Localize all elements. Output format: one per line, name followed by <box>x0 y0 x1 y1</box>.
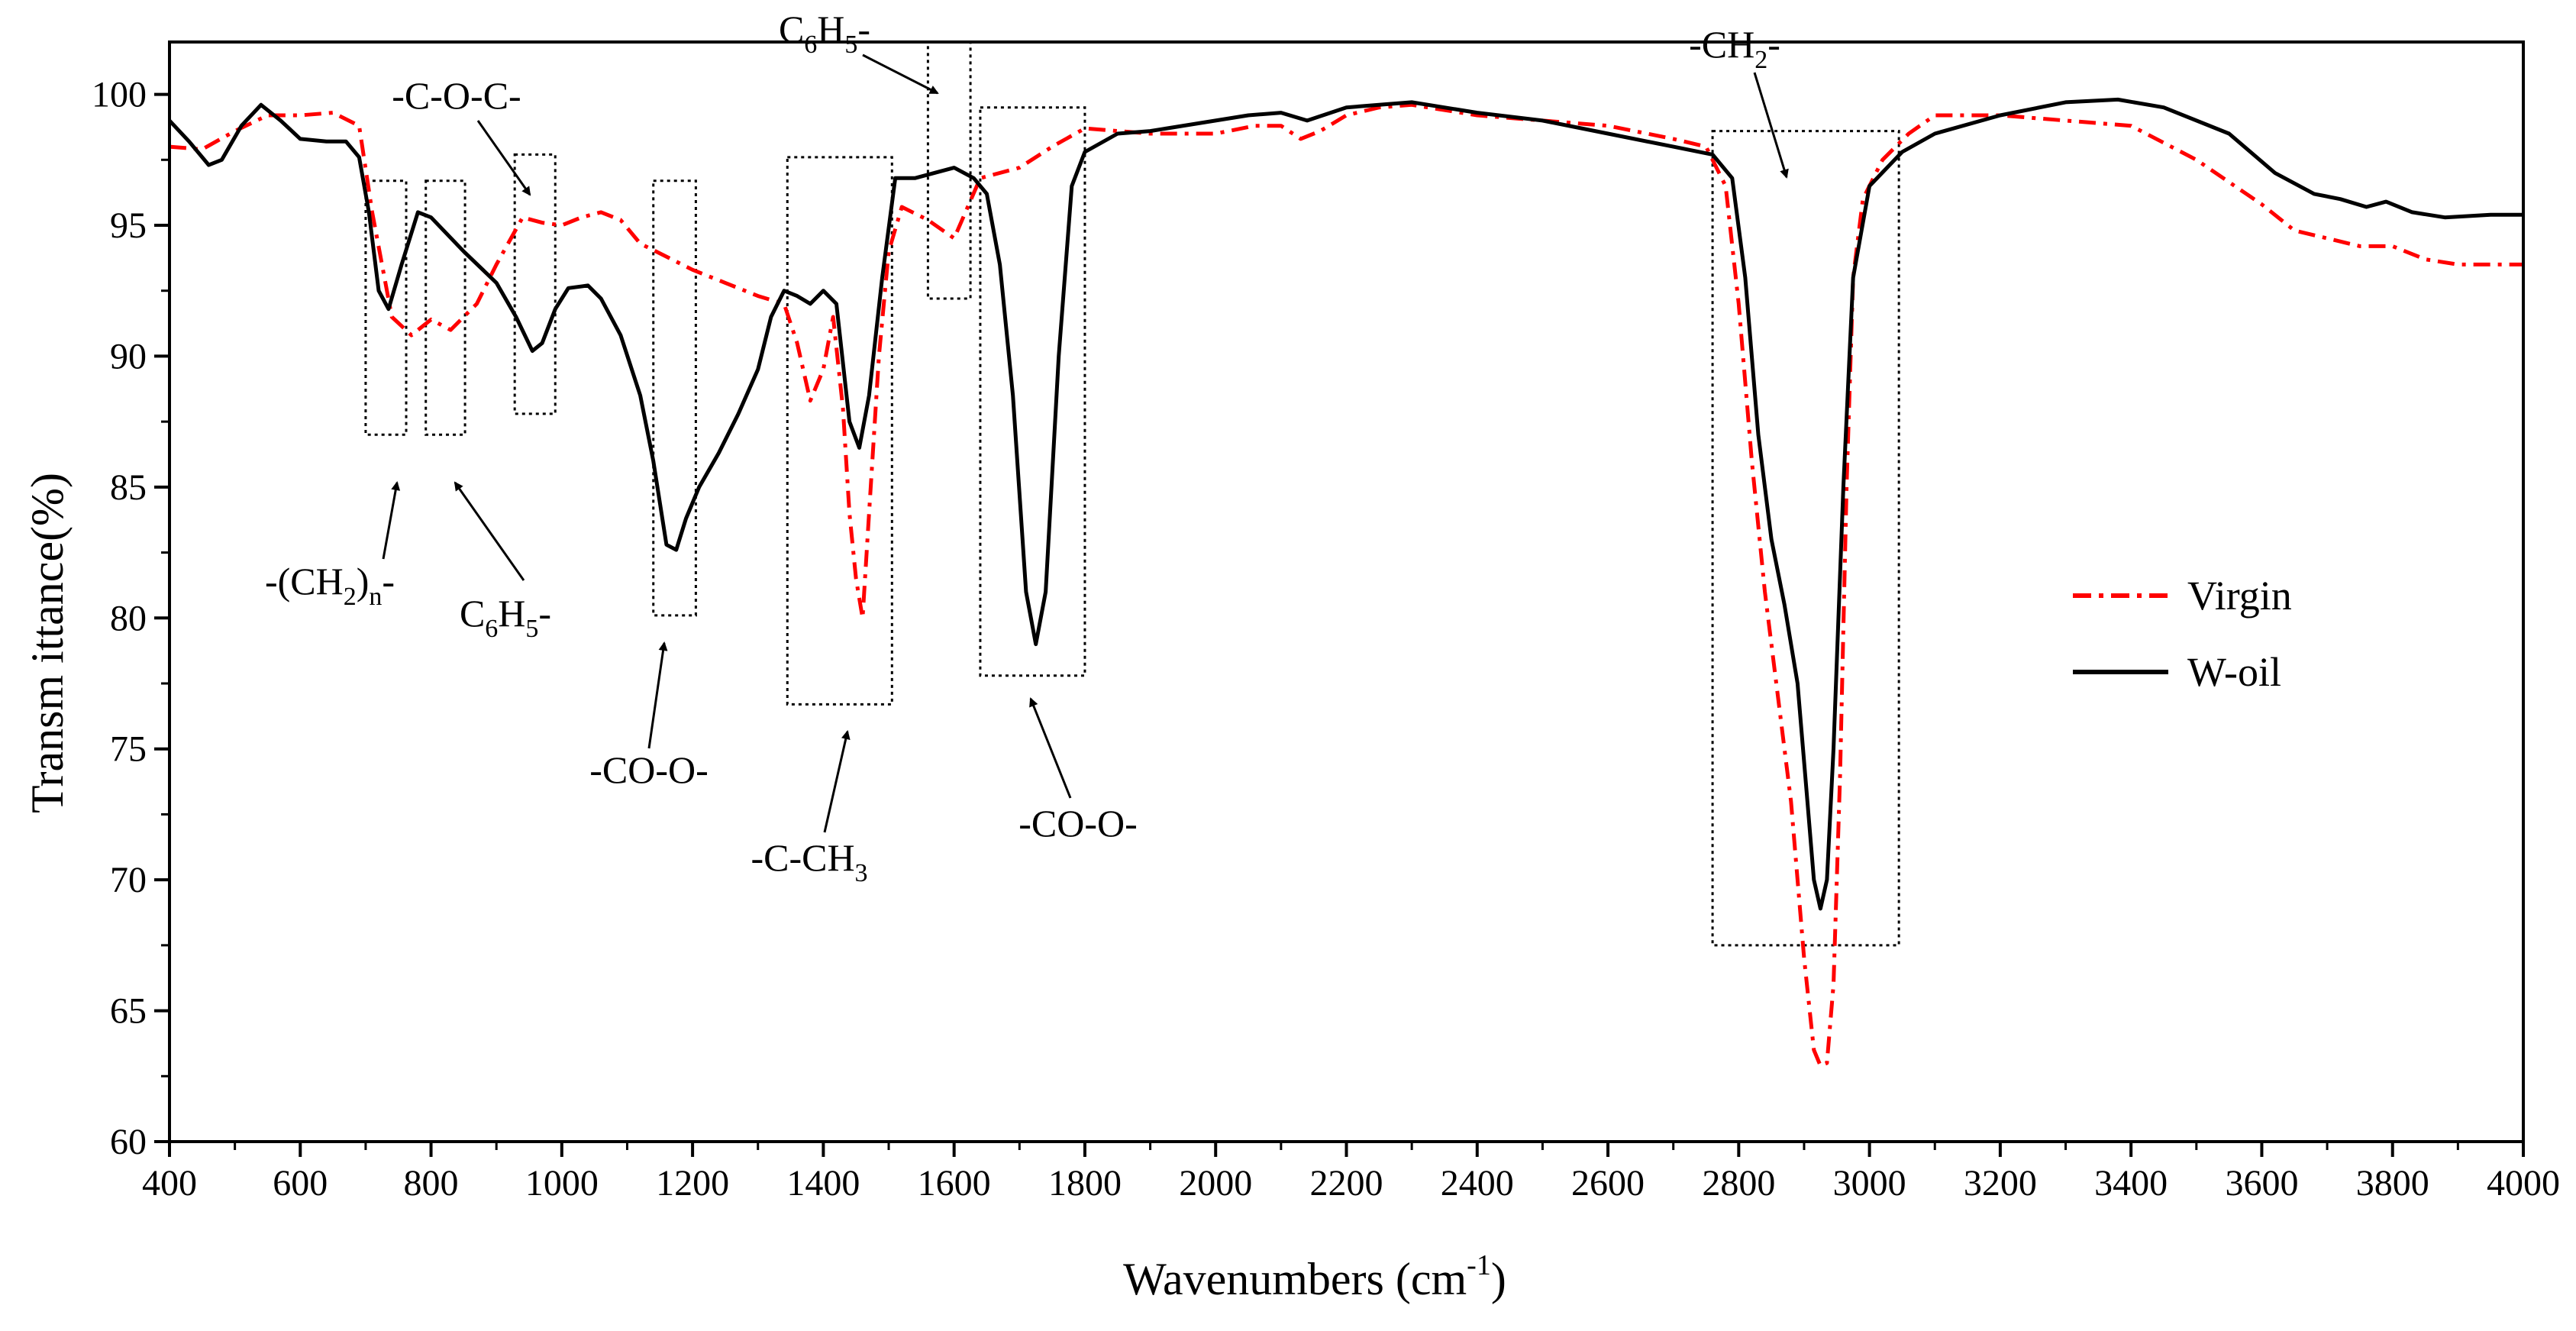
annotation-label: -C-O-C- <box>392 74 521 117</box>
x-tick-label: 3400 <box>2094 1163 2168 1203</box>
x-tick-label: 2000 <box>1179 1163 1252 1203</box>
y-tick-label: 100 <box>92 75 147 115</box>
y-tick-label: 60 <box>110 1122 147 1162</box>
x-tick-label: 1800 <box>1048 1163 1122 1203</box>
x-tick-label: 1000 <box>525 1163 599 1203</box>
annotation-c6h5-left: C6H5- <box>454 481 551 643</box>
x-tick-label: 2400 <box>1441 1163 1514 1203</box>
x-tick-label: 400 <box>142 1163 197 1203</box>
x-tick-label: 2600 <box>1571 1163 1645 1203</box>
x-tick-label: 4000 <box>2487 1163 2560 1203</box>
y-tick-label: 65 <box>110 991 147 1032</box>
legend: Virgin W-oil <box>2073 573 2292 695</box>
annotation-coo-left: -CO-O- <box>589 641 709 791</box>
x-tick-label: 3600 <box>2225 1163 2298 1203</box>
annotation-label: C6H5- <box>460 592 551 643</box>
annotation-label: -(CH2)n- <box>265 560 395 611</box>
annotation-label: -CO-O- <box>589 748 709 791</box>
annotation-box-3 <box>513 153 557 415</box>
annotation-box-8 <box>1711 130 1900 947</box>
annotation-label: -CO-O- <box>1018 802 1138 845</box>
y-tick-label: 85 <box>110 467 147 508</box>
x-tick-label: 1200 <box>656 1163 729 1203</box>
legend-label-woil: W-oil <box>2187 649 2281 695</box>
annotation-label: C6H5- <box>779 8 870 59</box>
annotation-box-1 <box>364 179 408 436</box>
x-axis-title: Wavenumbers (cm-1) <box>1123 1249 1506 1304</box>
x-tick-label: 800 <box>404 1163 459 1203</box>
series-lines <box>168 97 2523 1068</box>
x-tick-label: 3800 <box>2356 1163 2429 1203</box>
annotation-ch2n: -(CH2)n- <box>265 481 401 611</box>
series-line-virgin <box>169 102 2523 1068</box>
y-tick-label: 95 <box>110 205 147 246</box>
y-axis-title: Transm ittance(%) <box>22 473 73 813</box>
x-tick-label: 2200 <box>1310 1163 1383 1203</box>
annotation-label: -C-CH3 <box>751 836 867 887</box>
x-tick-label: 3000 <box>1833 1163 1906 1203</box>
series-line-w-oil <box>168 97 2523 911</box>
annotation-c-ch3: -C-CH3 <box>751 730 868 887</box>
y-tick-label: 75 <box>110 729 147 770</box>
x-tick-label: 1600 <box>918 1163 991 1203</box>
x-tick-label: 2800 <box>1702 1163 1775 1203</box>
legend-label-virgin: Virgin <box>2187 573 2292 619</box>
x-tick-label: 600 <box>273 1163 328 1203</box>
annotation-box-2 <box>424 179 466 436</box>
annotation-box-4 <box>652 179 697 617</box>
annotation-boxes <box>364 40 1900 947</box>
tick-labels: 400 600 800 1000 1200 1400 1600 1800 2000 2200 240… <box>92 75 2560 1203</box>
y-tick-label: 90 <box>110 336 147 376</box>
x-tick-label: 3200 <box>1964 1163 2037 1203</box>
y-tick-label: 80 <box>110 598 147 638</box>
annotation-c-o-c: -C-O-C- <box>392 74 531 196</box>
annotation-box-7 <box>979 106 1086 677</box>
annotation-ch2: -CH2- <box>1689 23 1789 179</box>
axis-ticks <box>154 92 2525 1157</box>
annotation-coo-right: -CO-O- <box>1018 697 1138 845</box>
y-tick-label: 70 <box>110 860 147 900</box>
x-tick-label: 1400 <box>786 1163 860 1203</box>
annotation-c6h5-top: C6H5- <box>779 8 939 95</box>
annotation-box-5 <box>786 156 893 706</box>
annotation-label: -CH2- <box>1689 23 1780 74</box>
